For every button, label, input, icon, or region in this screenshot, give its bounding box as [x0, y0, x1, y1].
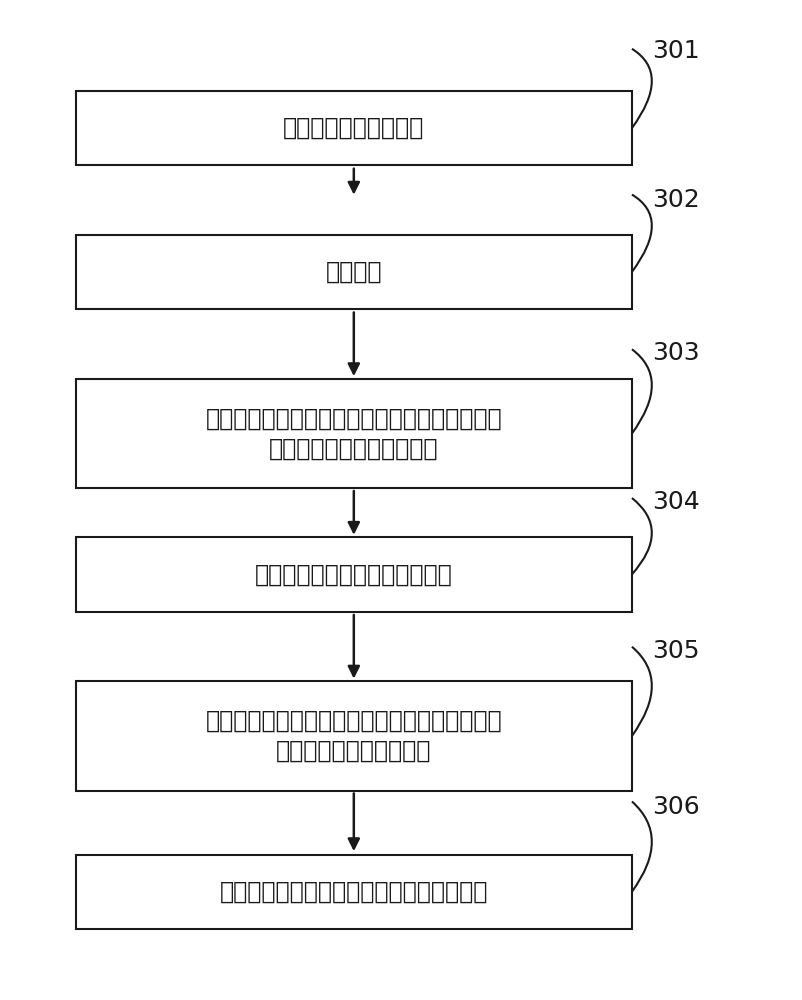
Text: 在有源层远离掘杂区域一端的上方形成漏极: 在有源层远离掘杂区域一端的上方形成漏极	[220, 880, 488, 904]
Text: 形成源极: 形成源极	[325, 260, 382, 284]
Text: 306: 306	[651, 795, 699, 819]
Text: 导电的掘杂区域的有源层: 导电的掘杂区域的有源层	[276, 739, 431, 763]
Text: 304: 304	[651, 490, 699, 514]
Text: 沉积非晶硅并通过晶化方法转变为多晶硅，形成: 沉积非晶硅并通过晶化方法转变为多晶硅，形成	[205, 407, 501, 431]
Text: 与第一栅极相绵缘的有源层: 与第一栅极相绵缘的有源层	[269, 436, 438, 460]
Bar	[75, 235, 631, 309]
Bar	[75, 855, 631, 929]
Bar	[75, 681, 631, 791]
Bar	[75, 537, 631, 612]
Text: 沉积与有源层相绵缘的第二栅极: 沉积与有源层相绵缘的第二栅极	[254, 562, 452, 586]
Text: 在有源层的一端进行掘杂处理，形成一端为能够: 在有源层的一端进行掘杂处理，形成一端为能够	[205, 709, 501, 733]
Text: 302: 302	[651, 188, 699, 212]
Bar	[75, 91, 631, 165]
Text: 303: 303	[651, 341, 699, 365]
Text: 305: 305	[651, 639, 699, 663]
Text: 301: 301	[651, 39, 699, 63]
Text: 在载体上形成第一栅极: 在载体上形成第一栅极	[283, 116, 424, 140]
Bar	[75, 379, 631, 488]
